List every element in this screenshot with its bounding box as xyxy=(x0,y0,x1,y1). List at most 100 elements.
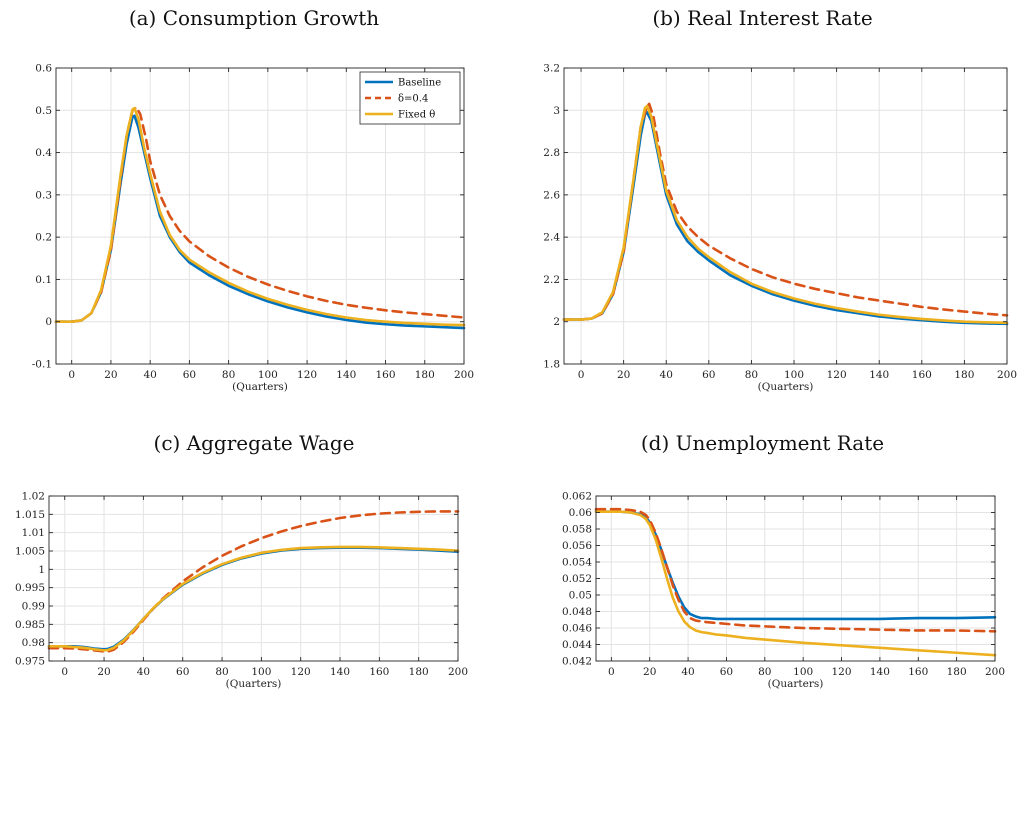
x-tick-label: 60 xyxy=(176,666,189,678)
axes-box xyxy=(55,67,465,365)
chart-unemployment-rate: (d) Unemployment Rate 0 20 40 60 80 100 120 140… xyxy=(508,415,1017,831)
y-tick-label: 0.046 xyxy=(562,623,592,635)
x-tick-label: 140 xyxy=(869,369,889,381)
y-tick-label: 1.8 xyxy=(543,359,560,371)
x-axis-label: (Quarters) xyxy=(226,678,282,690)
x-tick-label: 200 xyxy=(454,369,474,381)
chart-aggregate-wage: (c) Aggregate Wage 0 20 40 60 80 100 120 140 160… xyxy=(0,415,508,831)
y-tick-label: 0.4 xyxy=(35,147,52,159)
chart-title: (d) Unemployment Rate xyxy=(640,431,885,455)
legend-label-0: Baseline xyxy=(398,78,441,89)
y-tick-label: 0.05 xyxy=(569,590,592,602)
series-line-2 xyxy=(594,510,997,657)
y-tick-label: 2.2 xyxy=(543,274,560,286)
y-tick-label: 0.99 xyxy=(22,601,45,613)
y-tick-label: 0.985 xyxy=(15,619,45,631)
series-line-2 xyxy=(47,545,460,652)
y-tick-label: 0.975 xyxy=(15,656,45,668)
y-tick-label: 1 xyxy=(38,564,45,576)
x-axis-label: (Quarters) xyxy=(768,678,824,690)
y-tick-label: 1.01 xyxy=(22,527,45,539)
y-tick-label: 0.2 xyxy=(35,232,52,244)
x-tick-label: 40 xyxy=(143,369,156,381)
chart-consumption-growth: (a) Consumption Growth 0 20 40 60 80 100 120 14… xyxy=(0,0,508,415)
y-tick-label: 0.052 xyxy=(562,573,592,585)
y-tick-label: 3 xyxy=(553,105,560,117)
x-tick-label: 140 xyxy=(336,369,356,381)
x-tick-label: 60 xyxy=(720,666,733,678)
legend-label-2: Fixed θ xyxy=(398,110,435,121)
x-tick-label: 20 xyxy=(617,369,630,381)
x-tick-label: 40 xyxy=(681,666,694,678)
y-tick-label: 1.02 xyxy=(22,491,45,503)
y-tick-label: 2.8 xyxy=(543,147,560,159)
y-tick-label: 0.042 xyxy=(562,656,592,668)
chart-title: (b) Real Interest Rate xyxy=(652,6,873,30)
x-tick-label: 120 xyxy=(832,666,852,678)
x-tick-label: 120 xyxy=(297,369,317,381)
y-tick-label: 0.98 xyxy=(22,637,45,649)
plot-area xyxy=(49,496,458,661)
x-tick-label: 120 xyxy=(291,666,311,678)
x-tick-label: 0 xyxy=(578,369,585,381)
x-tick-label: 100 xyxy=(258,369,278,381)
x-tick-label: 0 xyxy=(608,666,615,678)
y-tick-label: 0.1 xyxy=(35,274,52,286)
x-tick-label: 200 xyxy=(997,369,1017,381)
x-tick-label: 180 xyxy=(415,369,435,381)
y-tick-label: 0.062 xyxy=(562,491,592,503)
y-tick-label: 0.058 xyxy=(562,524,592,536)
y-tick-label: 0.054 xyxy=(562,557,592,569)
y-tick-label: 0.3 xyxy=(35,189,52,201)
plot-area xyxy=(564,68,1007,364)
y-tick-label: -0.1 xyxy=(32,359,52,371)
y-tick-label: 0 xyxy=(45,316,52,328)
chart-plot: 0 20 40 60 80 100 120 140 160 180 200 -0.1 0 0.1 0.2 0.… xyxy=(32,63,474,394)
y-tick-label: 0.6 xyxy=(35,63,52,75)
y-tick-label: 2 xyxy=(553,316,560,328)
chart-title: (c) Aggregate Wage xyxy=(153,431,355,455)
x-tick-label: 20 xyxy=(104,369,117,381)
chart-real-interest-rate: (b) Real Interest Rate 0 20 40 60 80 100 120 14… xyxy=(508,0,1017,415)
x-tick-label: 160 xyxy=(369,666,389,678)
x-tick-label: 40 xyxy=(660,369,673,381)
x-tick-label: 80 xyxy=(222,369,235,381)
x-tick-label: 140 xyxy=(330,666,350,678)
x-tick-label: 160 xyxy=(376,369,396,381)
chart-plot: 0 20 40 60 80 100 120 140 160 180 200 0.042 0.044 0.0… xyxy=(562,491,1005,691)
axes-box xyxy=(563,67,1008,365)
x-tick-label: 180 xyxy=(947,666,967,678)
y-tick-label: 0.06 xyxy=(569,507,593,519)
x-tick-label: 80 xyxy=(758,666,771,678)
legend-label-1: δ=0.4 xyxy=(398,94,428,105)
y-tick-label: 0.5 xyxy=(35,105,52,117)
y-tick-label: 0.048 xyxy=(562,606,592,618)
series-line-2 xyxy=(562,104,1009,325)
series-line-2 xyxy=(54,106,466,327)
chart-plot: 0 20 40 60 80 100 120 140 160 180 200 0.975 0.98 0.98… xyxy=(15,491,468,691)
x-tick-label: 120 xyxy=(827,369,847,381)
x-tick-label: 180 xyxy=(954,369,974,381)
y-tick-label: 1.015 xyxy=(15,509,45,521)
x-tick-label: 160 xyxy=(912,369,932,381)
x-tick-label: 140 xyxy=(870,666,890,678)
x-axis-label: (Quarters) xyxy=(232,381,288,393)
x-tick-label: 100 xyxy=(251,666,271,678)
y-tick-label: 3.2 xyxy=(543,63,560,75)
x-tick-label: 40 xyxy=(137,666,150,678)
x-tick-label: 160 xyxy=(908,666,928,678)
x-tick-label: 80 xyxy=(215,666,228,678)
chart-title: (a) Consumption Growth xyxy=(128,6,380,30)
x-tick-label: 20 xyxy=(643,666,656,678)
x-tick-label: 60 xyxy=(183,369,196,381)
x-tick-label: 200 xyxy=(448,666,468,678)
axes-box xyxy=(48,495,459,662)
x-tick-label: 20 xyxy=(97,666,110,678)
y-tick-label: 0.044 xyxy=(562,639,592,651)
y-tick-label: 2.6 xyxy=(543,189,560,201)
x-tick-label: 60 xyxy=(702,369,715,381)
x-tick-label: 0 xyxy=(68,369,75,381)
y-tick-label: 0.995 xyxy=(15,582,45,594)
y-tick-label: 0.056 xyxy=(562,540,592,552)
x-tick-label: 100 xyxy=(784,369,804,381)
